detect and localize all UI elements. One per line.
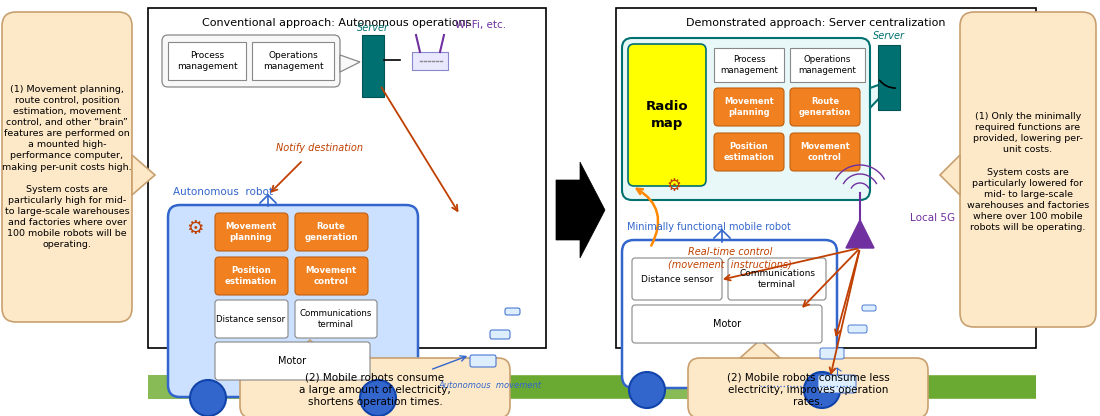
Text: (1) Only the minimally
required functions are
provided, lowering per-
unit costs: (1) Only the minimally required function… (967, 112, 1089, 232)
Bar (148, 375, 641, 399)
Text: Conventional approach: Autonomous operations: Conventional approach: Autonomous operat… (202, 18, 472, 28)
FancyBboxPatch shape (714, 88, 784, 126)
Text: Distance sensor: Distance sensor (217, 314, 286, 324)
Text: Minimally functional mobile robot: Minimally functional mobile robot (627, 222, 791, 232)
Polygon shape (870, 78, 898, 108)
Bar (168, 42, 246, 80)
Text: Process
management: Process management (177, 51, 238, 71)
Circle shape (190, 380, 226, 416)
Text: (2) Mobile robots consume
a large amount of electricity,
shortens operation time: (2) Mobile robots consume a large amount… (299, 373, 451, 407)
Bar (252, 42, 334, 80)
FancyBboxPatch shape (818, 375, 856, 393)
Text: Movement
control: Movement control (306, 266, 356, 286)
Text: Communications
terminal: Communications terminal (739, 269, 815, 289)
Bar (616, 8, 1036, 348)
FancyBboxPatch shape (490, 330, 510, 339)
Bar (616, 375, 1036, 399)
Bar (362, 35, 384, 97)
FancyBboxPatch shape (470, 355, 496, 367)
FancyBboxPatch shape (628, 44, 706, 186)
FancyBboxPatch shape (728, 258, 826, 300)
Polygon shape (846, 220, 874, 248)
Text: Movement
planning: Movement planning (724, 97, 774, 117)
Text: Real-time control
(movement  instructions): Real-time control (movement instructions… (668, 247, 792, 269)
Text: Server: Server (873, 31, 905, 41)
FancyBboxPatch shape (295, 300, 377, 338)
FancyBboxPatch shape (295, 213, 368, 251)
Text: Position
estimation: Position estimation (724, 142, 774, 162)
FancyBboxPatch shape (862, 305, 876, 311)
Text: Radio
map: Radio map (646, 101, 689, 129)
FancyBboxPatch shape (688, 358, 928, 416)
Text: Motor: Motor (713, 319, 741, 329)
Bar (714, 48, 784, 82)
Bar (878, 45, 900, 110)
Text: ⚙: ⚙ (667, 177, 681, 195)
Text: Autonomous  robot: Autonomous robot (173, 187, 273, 197)
Text: (2) Mobile robots consume less
electricity, improves operation
rates.: (2) Mobile robots consume less electrici… (727, 373, 890, 407)
Text: Movement
planning: Movement planning (226, 222, 276, 242)
FancyBboxPatch shape (632, 305, 822, 343)
FancyBboxPatch shape (960, 12, 1096, 327)
Text: ⚙: ⚙ (186, 218, 204, 238)
Text: Notify destination: Notify destination (276, 143, 363, 153)
FancyBboxPatch shape (168, 205, 418, 397)
FancyBboxPatch shape (790, 133, 860, 171)
Polygon shape (132, 155, 155, 195)
FancyBboxPatch shape (848, 325, 867, 333)
Text: Wi-Fi, etc.: Wi-Fi, etc. (455, 20, 506, 30)
Circle shape (804, 372, 840, 408)
FancyBboxPatch shape (240, 358, 510, 416)
Text: Server: Server (358, 23, 389, 33)
Text: Movement
control: Movement control (800, 142, 850, 162)
Text: Operations
management: Operations management (799, 55, 856, 75)
FancyBboxPatch shape (214, 300, 288, 338)
FancyBboxPatch shape (295, 257, 368, 295)
Text: Local 5G: Local 5G (910, 213, 955, 223)
FancyBboxPatch shape (790, 88, 860, 126)
Text: Demonstrated approach: Server centralization: Demonstrated approach: Server centraliza… (686, 18, 946, 28)
Bar (148, 8, 546, 348)
Polygon shape (350, 376, 636, 398)
FancyBboxPatch shape (2, 12, 132, 322)
Text: Distance sensor: Distance sensor (641, 275, 713, 283)
Polygon shape (940, 155, 960, 195)
Circle shape (360, 380, 396, 416)
Polygon shape (740, 340, 780, 358)
FancyBboxPatch shape (214, 257, 288, 295)
Circle shape (629, 372, 666, 408)
Polygon shape (780, 376, 1036, 398)
Text: Communications
terminal: Communications terminal (300, 309, 372, 329)
FancyBboxPatch shape (714, 133, 784, 171)
Text: Operations
management: Operations management (263, 51, 323, 71)
FancyBboxPatch shape (214, 342, 370, 380)
Bar (790, 48, 865, 82)
Text: Route
generation: Route generation (799, 97, 851, 117)
Bar (412, 52, 448, 70)
Polygon shape (340, 55, 360, 72)
Text: Motor: Motor (278, 356, 306, 366)
FancyBboxPatch shape (621, 240, 837, 388)
Text: Process
management: Process management (720, 55, 778, 75)
FancyBboxPatch shape (505, 308, 520, 315)
FancyBboxPatch shape (621, 38, 870, 200)
Polygon shape (290, 340, 330, 358)
Text: Route
generation: Route generation (305, 222, 358, 242)
FancyBboxPatch shape (820, 348, 844, 359)
Polygon shape (556, 162, 605, 258)
Text: (1) Movement planning,
route control, position
estimation, movement
control, and: (1) Movement planning, route control, po… (2, 85, 132, 249)
FancyBboxPatch shape (214, 213, 288, 251)
Text: Autonomous  movement: Autonomous movement (439, 381, 541, 391)
Text: Position
estimation: Position estimation (224, 266, 277, 286)
FancyBboxPatch shape (162, 35, 340, 87)
FancyBboxPatch shape (632, 258, 722, 300)
